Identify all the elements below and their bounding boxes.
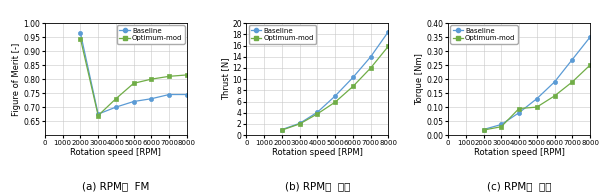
Optimum-mod: [130, 82, 137, 85]
Baseline: [112, 106, 119, 108]
Optimum-mod: [279, 129, 286, 131]
Baseline: [480, 128, 487, 131]
Baseline: [130, 100, 137, 103]
Text: (b) RPM별  추력: (b) RPM별 추력: [285, 181, 350, 191]
Baseline: [349, 76, 356, 79]
Optimum-mod: [568, 81, 576, 83]
Optimum-mod: [183, 74, 190, 76]
Baseline: [279, 128, 286, 131]
X-axis label: Rotation speed [RPM]: Rotation speed [RPM]: [272, 148, 363, 157]
Baseline: [498, 123, 505, 126]
Optimum-mod: [314, 113, 321, 115]
Optimum-mod: [516, 107, 523, 110]
Optimum-mod: [77, 37, 84, 40]
Baseline: [586, 36, 594, 38]
X-axis label: Rotation speed [RPM]: Rotation speed [RPM]: [474, 148, 564, 157]
Line: Baseline: Baseline: [482, 35, 592, 132]
Optimum-mod: [586, 64, 594, 66]
Optimum-mod: [551, 95, 558, 97]
Baseline: [551, 81, 558, 83]
Optimum-mod: [112, 97, 119, 100]
Optimum-mod: [367, 67, 374, 69]
Baseline: [516, 112, 523, 114]
Baseline: [77, 32, 84, 34]
Line: Baseline: Baseline: [78, 31, 189, 116]
Legend: Baseline, Optimum-mod: Baseline, Optimum-mod: [117, 25, 185, 44]
Baseline: [533, 98, 540, 100]
Legend: Baseline, Optimum-mod: Baseline, Optimum-mod: [450, 25, 518, 44]
Optimum-mod: [349, 85, 356, 88]
Text: (a) RPM별  FM: (a) RPM별 FM: [82, 181, 150, 191]
Optimum-mod: [480, 129, 487, 131]
Line: Baseline: Baseline: [280, 30, 391, 132]
Optimum-mod: [296, 123, 303, 125]
Optimum-mod: [148, 78, 155, 80]
Baseline: [165, 93, 173, 96]
Optimum-mod: [533, 106, 540, 108]
Y-axis label: Figure of Merit [-]: Figure of Merit [-]: [12, 42, 21, 116]
Baseline: [332, 95, 339, 97]
Baseline: [385, 30, 392, 33]
Baseline: [314, 111, 321, 113]
Line: Optimum-mod: Optimum-mod: [482, 63, 592, 132]
Baseline: [148, 97, 155, 100]
Optimum-mod: [165, 75, 173, 77]
Optimum-mod: [95, 114, 102, 117]
Optimum-mod: [332, 101, 339, 103]
Text: (c) RPM별  토크: (c) RPM별 토크: [487, 181, 551, 191]
Line: Optimum-mod: Optimum-mod: [78, 36, 189, 118]
Y-axis label: Thrust [N]: Thrust [N]: [221, 58, 230, 100]
Baseline: [296, 122, 303, 124]
Baseline: [183, 93, 190, 96]
Baseline: [367, 56, 374, 58]
Line: Optimum-mod: Optimum-mod: [280, 44, 391, 132]
Y-axis label: Torque [Nm]: Torque [Nm]: [415, 53, 424, 105]
Baseline: [95, 113, 102, 115]
X-axis label: Rotation speed [RPM]: Rotation speed [RPM]: [71, 148, 161, 157]
Optimum-mod: [498, 126, 505, 128]
Legend: Baseline, Optimum-mod: Baseline, Optimum-mod: [249, 25, 316, 44]
Optimum-mod: [385, 45, 392, 47]
Baseline: [568, 58, 576, 61]
